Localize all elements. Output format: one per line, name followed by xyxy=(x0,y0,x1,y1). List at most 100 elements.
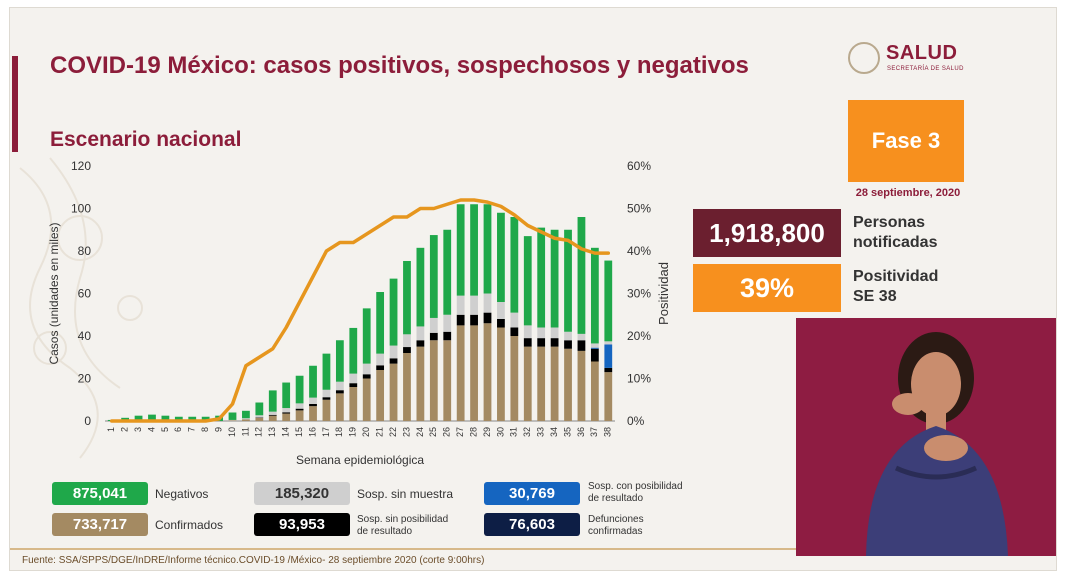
bar-segment-sosp-sin-muestra xyxy=(550,327,559,339)
x-axis-label: Semana epidemiológica xyxy=(296,453,424,467)
legend-sosp-con-posibilidad-label: Sosp. con posibilidad de resultado xyxy=(588,481,683,505)
bar-segment-sosp-sin-posibilidad-de-resultado xyxy=(403,347,411,353)
legend-sosp-sin-posibilidad-line1: Sosp. sin posibilidad xyxy=(357,514,449,525)
x-tick-label: 32 xyxy=(522,427,532,437)
positivity-label: Positividad SE 38 xyxy=(853,267,938,307)
bar-segment-sosp-sin-posibilidad-de-resultado xyxy=(456,314,465,326)
legend-negativos-label: Negativos xyxy=(155,487,209,501)
x-tick-label: 17 xyxy=(321,427,331,437)
legend-sosp-con-posibilidad-line2: de resultado xyxy=(588,493,644,504)
bar-segment-confirmados xyxy=(416,346,425,421)
bar-segment-sosp-sin-muestra xyxy=(523,325,532,339)
bar-segment-negativos xyxy=(255,402,264,416)
legend-negativos-value: 875,041 xyxy=(52,482,148,505)
bar-segment-confirmados xyxy=(537,346,546,421)
bar-segment-sosp-sin-muestra xyxy=(604,341,613,345)
bar-segment-sosp-sin-posibilidad-de-resultado xyxy=(268,414,277,416)
bar-segment-confirmados xyxy=(564,348,572,421)
bar-segment-confirmados xyxy=(590,361,599,421)
bar-segment-sosp-sin-muestra xyxy=(590,343,599,348)
x-tick-label: 22 xyxy=(388,427,398,437)
bar-segment-sosp-sin-posibilidad-de-resultado xyxy=(510,327,519,336)
bar-segment-sosp-sin-posibilidad-de-resultado xyxy=(335,390,344,394)
bar-segment-sosp-sin-muestra xyxy=(416,326,425,341)
bar-segment-sosp-sin-muestra xyxy=(242,418,250,420)
x-tick-label: 23 xyxy=(401,427,411,437)
bar-segment-confirmados xyxy=(376,370,385,421)
bar-segment-negativos xyxy=(497,212,505,302)
x-tick-label: 6 xyxy=(173,427,183,432)
x-tick-label: 28 xyxy=(468,427,478,437)
bar-segment-negativos xyxy=(201,416,210,421)
x-tick-label: 3 xyxy=(133,427,143,432)
bar-segment-sosp-sin-muestra xyxy=(362,363,371,375)
bar-segment-sosp-sin-muestra xyxy=(564,331,572,341)
decorative-pattern xyxy=(19,157,143,459)
bar-segment-sosp-sin-muestra xyxy=(443,314,452,332)
legend-sosp-sin-posibilidad-value: 93,953 xyxy=(254,513,350,536)
x-tick-label: 4 xyxy=(146,427,156,432)
y2-tick-label: 60% xyxy=(627,159,651,173)
y-tick-label: 0 xyxy=(84,414,91,428)
bar-segment-sosp-sin-muestra xyxy=(470,295,478,315)
bar-segment-confirmados xyxy=(228,420,237,421)
x-tick-label: 9 xyxy=(213,427,223,432)
bar-segment-sosp-sin-posibilidad-de-resultado xyxy=(577,340,586,351)
y-tick-label: 100 xyxy=(71,202,91,216)
bar-segment-negativos xyxy=(429,235,438,318)
x-tick-label: 24 xyxy=(415,427,425,437)
sign-language-interpreter-video xyxy=(796,318,1056,556)
bar-segment-negativos xyxy=(188,416,197,421)
bar-segment-sosp-sin-posibilidad-de-resultado xyxy=(362,374,371,379)
source-footer: Fuente: SSA/SPPS/DGE/InDRE/Informe técni… xyxy=(10,548,1056,570)
legend-sosp-con-posibilidad-value: 30,769 xyxy=(484,482,580,505)
bar-segment-confirmados xyxy=(349,387,358,421)
x-tick-label: 14 xyxy=(281,427,291,437)
y-tick-label: 20 xyxy=(78,372,92,386)
bar-segment-sosp-sin-muestra xyxy=(429,317,438,333)
bar-segment-sosp-sin-posibilidad-de-resultado xyxy=(282,412,291,414)
bar-segment-sosp-sin-posibilidad-de-resultado xyxy=(429,332,438,341)
bar-segment-sosp-sin-posibilidad-de-resultado xyxy=(564,340,572,349)
bar-segment-confirmados xyxy=(483,323,492,421)
x-tick-label: 18 xyxy=(334,427,344,437)
eagle-seal-icon xyxy=(848,42,880,74)
bar-segment-sosp-sin-muestra xyxy=(255,415,264,418)
bar-segment-negativos xyxy=(590,247,599,344)
x-tick-label: 36 xyxy=(576,427,586,437)
salud-logo: SALUD SECRETARÍA DE SALUD xyxy=(848,40,966,80)
x-tick-label: 29 xyxy=(482,427,492,437)
bar-segment-confirmados xyxy=(550,346,559,421)
bar-segment-sosp-sin-muestra xyxy=(577,333,586,341)
bar-segment-sosp-sin-muestra xyxy=(349,373,358,384)
legend-defunciones-line2: confirmadas xyxy=(588,526,643,537)
legend-sosp-sin-posibilidad-label: Sosp. sin posibilidad de resultado xyxy=(357,514,448,538)
bar-segment-negativos xyxy=(510,217,519,313)
bar-segment-negativos xyxy=(443,229,452,315)
bar-segment-sosp-sin-muestra xyxy=(335,381,344,391)
x-tick-label: 34 xyxy=(549,427,559,437)
x-tick-label: 2 xyxy=(120,427,130,432)
bar-segment-sosp-sin-posibilidad-de-resultado xyxy=(376,365,385,370)
legend-confirmados-value: 733,717 xyxy=(52,513,148,536)
legend-sosp-con-posibilidad-line1: Sosp. con posibilidad xyxy=(588,481,683,492)
legend-confirmados-label: Confirmados xyxy=(155,518,224,532)
bar-segment-negativos xyxy=(282,382,291,409)
bar-segment-negativos xyxy=(456,204,465,296)
bar-segment-sosp-sin-muestra xyxy=(389,345,398,359)
bar-segment-sosp-sin-posibilidad-de-resultado xyxy=(537,338,546,347)
y2-tick-label: 20% xyxy=(627,329,651,343)
bar-segment-sosp-sin-posibilidad-de-resultado xyxy=(497,319,505,328)
y2-tick-label: 10% xyxy=(627,372,651,386)
bar-segment-sosp-sin-muestra xyxy=(497,302,505,319)
x-tick-label: 27 xyxy=(455,427,465,437)
bar-segment-sosp-sin-posibilidad-de-resultado xyxy=(295,408,304,411)
bar-segment-confirmados xyxy=(282,413,291,421)
bar-segment-sosp-sin-muestra xyxy=(268,411,277,415)
x-tick-label: 1 xyxy=(106,427,116,432)
bar-segment-sosp-sin-posibilidad-de-resultado xyxy=(349,383,358,387)
bar-segment-confirmados xyxy=(523,346,532,421)
bar-segment-confirmados xyxy=(335,393,344,421)
x-tick-label: 7 xyxy=(187,427,197,432)
